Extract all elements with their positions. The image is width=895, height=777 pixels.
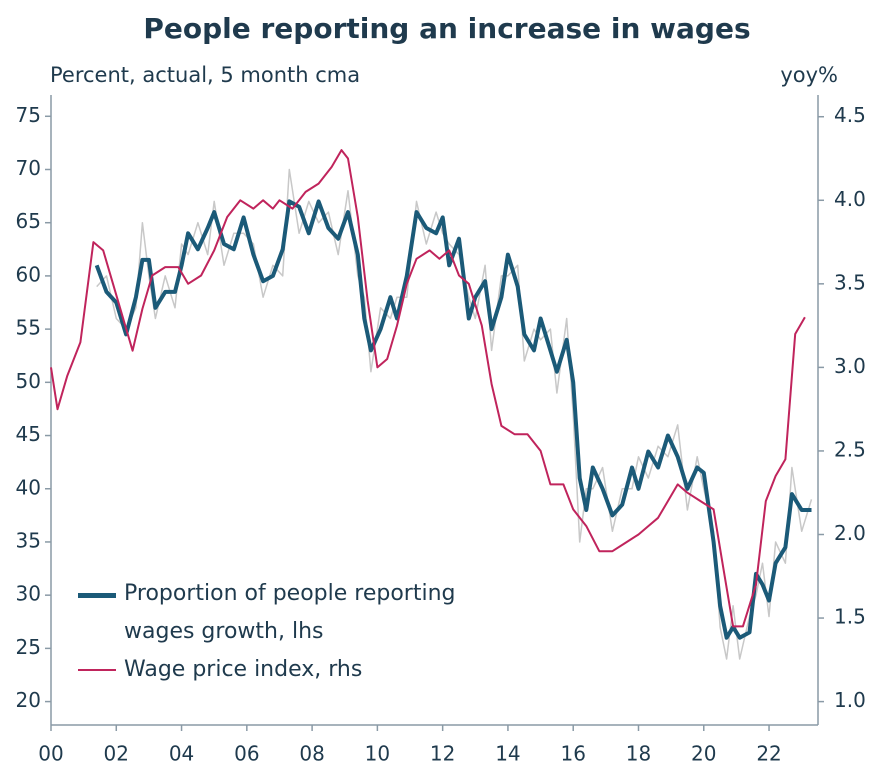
y-axis-label: Percent, actual, 5 month cma <box>50 63 360 87</box>
y-tick-label: 35 <box>16 528 41 552</box>
legend-item: Wage price index, rhs <box>78 651 498 689</box>
legend-item: Proportion of people reporting wages gro… <box>78 575 498 651</box>
y-tick-label: 25 <box>16 635 41 659</box>
y2-tick-label: 4.5 <box>834 103 866 127</box>
y-tick-label: 60 <box>16 262 41 286</box>
y2-tick-label: 3.5 <box>834 270 866 294</box>
x-tick-label: 12 <box>430 742 455 766</box>
x-tick-label: 18 <box>626 742 651 766</box>
legend-swatch <box>78 593 116 598</box>
y-tick-label: 75 <box>16 103 41 127</box>
legend-label: Proportion of people reporting wages gro… <box>124 581 456 644</box>
x-tick-label: 08 <box>299 742 324 766</box>
y-tick-label: 30 <box>16 582 41 606</box>
x-tick-label: 20 <box>691 742 716 766</box>
chart-title: People reporting an increase in wages <box>143 12 750 45</box>
y2-tick-label: 4.0 <box>834 187 866 211</box>
series-line <box>94 199 812 640</box>
x-tick-label: 22 <box>756 742 781 766</box>
x-tick-label: 00 <box>38 742 63 766</box>
y-tick-label: 45 <box>16 422 41 446</box>
y-tick-label: 40 <box>16 475 41 499</box>
y2-tick-label: 1.5 <box>834 605 866 629</box>
x-tick-label: 16 <box>560 742 585 766</box>
legend-label: Wage price index, rhs <box>124 657 363 682</box>
y2-tick-label: 3.0 <box>834 354 866 378</box>
y2-tick-label: 1.0 <box>834 688 866 712</box>
y-tick-label: 20 <box>16 688 41 712</box>
series-line <box>50 149 806 628</box>
x-tick-label: 04 <box>169 742 194 766</box>
y2-axis-label: yoy% <box>780 63 838 87</box>
y-tick-label: 55 <box>16 316 41 340</box>
legend-swatch <box>78 669 116 671</box>
y2-tick-label: 2.0 <box>834 521 866 545</box>
y2-tick-label: 2.5 <box>834 437 866 461</box>
x-tick-label: 06 <box>234 742 259 766</box>
x-tick-label: 10 <box>365 742 390 766</box>
y-tick-label: 50 <box>16 369 41 393</box>
y-tick-label: 70 <box>16 156 41 180</box>
legend: Proportion of people reporting wages gro… <box>78 575 498 689</box>
x-tick-label: 14 <box>495 742 520 766</box>
y-tick-label: 65 <box>16 209 41 233</box>
series-line <box>96 168 813 660</box>
x-tick-label: 02 <box>104 742 129 766</box>
